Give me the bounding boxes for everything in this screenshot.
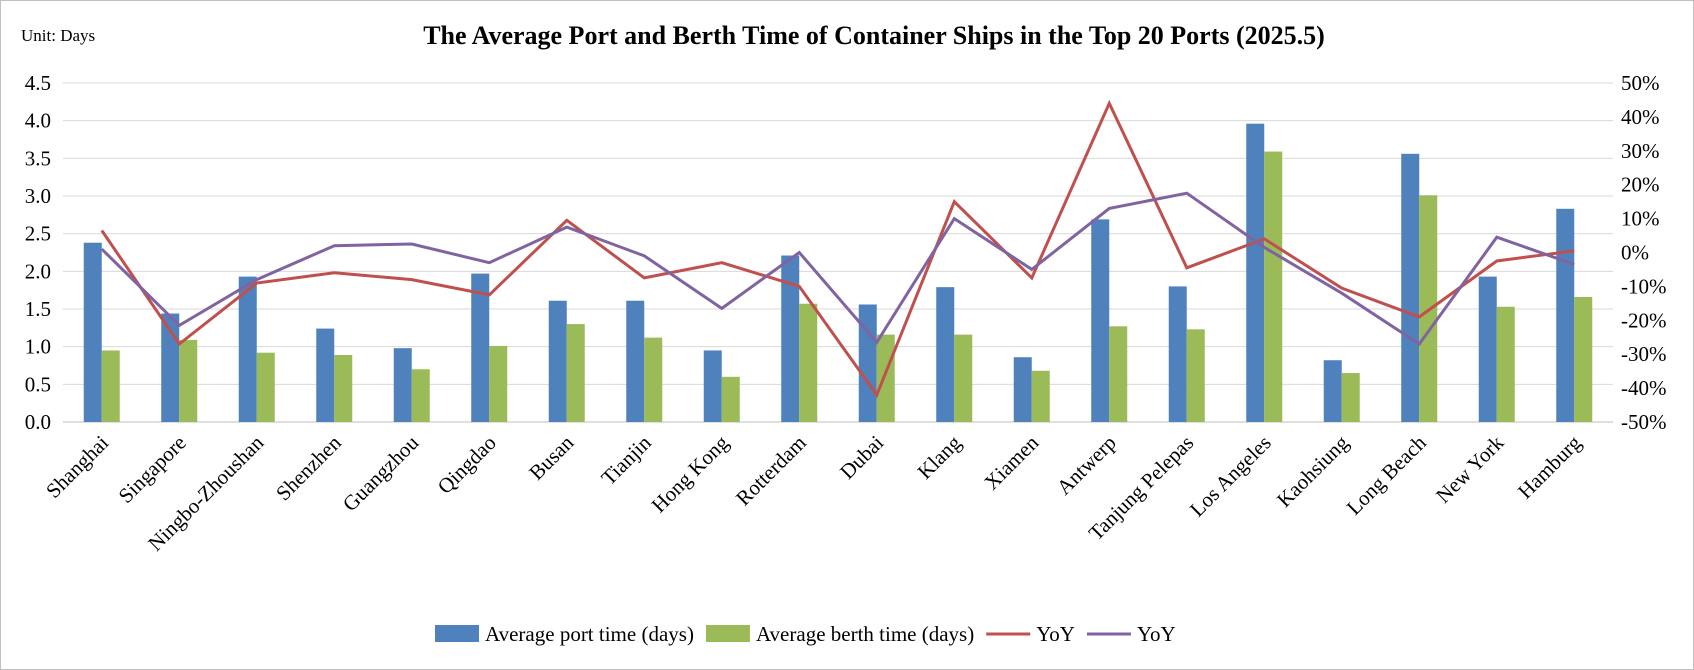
- port-time-bar: [471, 273, 490, 422]
- port-time-bar: [1478, 276, 1497, 422]
- x-category-label: Busan: [524, 430, 578, 484]
- berth-time-bar: [1109, 326, 1128, 422]
- port-time-bar: [1091, 219, 1110, 422]
- berth-time-bar: [876, 334, 895, 422]
- port-time-bar: [626, 300, 645, 422]
- port-time-bar: [1556, 208, 1575, 422]
- x-category-label: Tianjin: [596, 430, 656, 490]
- berth-time-bar: [1496, 306, 1515, 422]
- yoy-line-red: [100, 99, 1575, 399]
- port-time-bar: [1013, 357, 1032, 422]
- port-time-bar: [1323, 360, 1342, 422]
- legend-label: Average port time (days): [485, 622, 694, 646]
- berth-time-bar: [1186, 329, 1205, 422]
- y-right-tick-label: 50%: [1621, 71, 1660, 95]
- x-category-label: Klang: [913, 430, 967, 484]
- berth-time-bar: [101, 350, 120, 422]
- x-category-label: Xiamen: [979, 430, 1043, 494]
- port-time-bar: [1168, 286, 1187, 422]
- legend-label: YoY: [1137, 622, 1176, 646]
- berth-time-bar: [489, 345, 508, 422]
- port-time-bar: [1246, 123, 1265, 423]
- port-time-bar: [1401, 153, 1420, 422]
- y-left-tick-label: 4.0: [25, 109, 51, 133]
- berth-time-bar: [1264, 151, 1283, 422]
- legend-swatch: [435, 625, 479, 642]
- port-time-bar: [393, 348, 412, 422]
- y-right-tick-label: 30%: [1621, 139, 1660, 163]
- berth-time-bar: [179, 339, 198, 422]
- berth-time-bar: [411, 369, 430, 422]
- y-left-tick-label: 0.5: [25, 372, 51, 396]
- port-time-bar: [83, 242, 102, 422]
- x-category-label: Kaohsiung: [1272, 430, 1354, 512]
- x-category-label: Singapore: [114, 431, 191, 508]
- port-time-bar: [936, 287, 955, 422]
- x-category-label: Qingdao: [433, 431, 501, 499]
- x-category-label: Hong Kong: [647, 430, 734, 517]
- berth-time-bar: [566, 324, 585, 422]
- y-left-tick-label: 1.0: [25, 335, 51, 359]
- y-left-tick-label: 0.0: [25, 410, 51, 434]
- unit-label: Unit: Days: [21, 26, 95, 45]
- berth-time-bar: [334, 354, 353, 422]
- y-left-tick-label: 3.0: [25, 184, 51, 208]
- berth-time-bar: [954, 334, 973, 422]
- y-right-tick-label: -40%: [1621, 376, 1667, 400]
- berth-time-bar: [1574, 296, 1593, 422]
- berth-time-bar: [1341, 373, 1360, 422]
- legend-swatch: [705, 625, 750, 642]
- x-category-label: Dubai: [835, 430, 888, 483]
- y-left-tick-label: 1.5: [25, 297, 51, 321]
- port-time-bar: [858, 304, 877, 422]
- y-right-tick-label: -30%: [1621, 342, 1667, 366]
- y-right-tick-label: -10%: [1621, 274, 1667, 298]
- port-time-bar: [316, 328, 335, 422]
- y-left-tick-label: 3.5: [25, 146, 51, 170]
- legend-label: YoY: [1036, 622, 1075, 646]
- port-time-bar: [238, 276, 257, 422]
- y-right-tick-label: 20%: [1621, 173, 1660, 197]
- port-time-bar: [703, 350, 722, 422]
- y-right-tick-label: -50%: [1621, 410, 1667, 434]
- chart-title: The Average Port and Berth Time of Conta…: [423, 21, 1325, 50]
- port-time-bar: [548, 300, 567, 422]
- y-left-tick-label: 2.0: [25, 259, 51, 283]
- x-category-label: Los Angeles: [1185, 431, 1276, 522]
- berth-time-bar: [256, 352, 275, 422]
- y-right-tick-label: -20%: [1621, 308, 1667, 332]
- yoy-line-purple: [100, 191, 1575, 347]
- x-category-label: Shanghai: [41, 430, 113, 502]
- x-category-label: Long Beach: [1342, 430, 1431, 519]
- berth-time-bar: [721, 376, 740, 422]
- y-left-tick-label: 2.5: [25, 222, 51, 246]
- x-category-label: Shenzhen: [271, 430, 346, 505]
- port-time-bar: [161, 313, 180, 422]
- x-category-label: Hamburg: [1513, 430, 1586, 503]
- port-time-bar: [781, 255, 800, 422]
- y-left-tick-label: 4.5: [25, 71, 51, 95]
- legend-label: Average berth time (days): [756, 622, 974, 646]
- x-category-label: Rotterdam: [731, 431, 811, 511]
- berth-time-bar: [799, 303, 818, 422]
- berth-time-bar: [1031, 370, 1050, 422]
- x-category-label: Guangzhou: [338, 430, 424, 516]
- y-right-tick-label: 40%: [1621, 105, 1660, 129]
- berth-time-bar: [644, 337, 663, 422]
- y-right-tick-label: 0%: [1621, 241, 1649, 265]
- x-category-label: Antwerp: [1052, 431, 1121, 500]
- y-right-tick-label: 10%: [1621, 207, 1660, 231]
- x-category-label: New York: [1431, 430, 1509, 508]
